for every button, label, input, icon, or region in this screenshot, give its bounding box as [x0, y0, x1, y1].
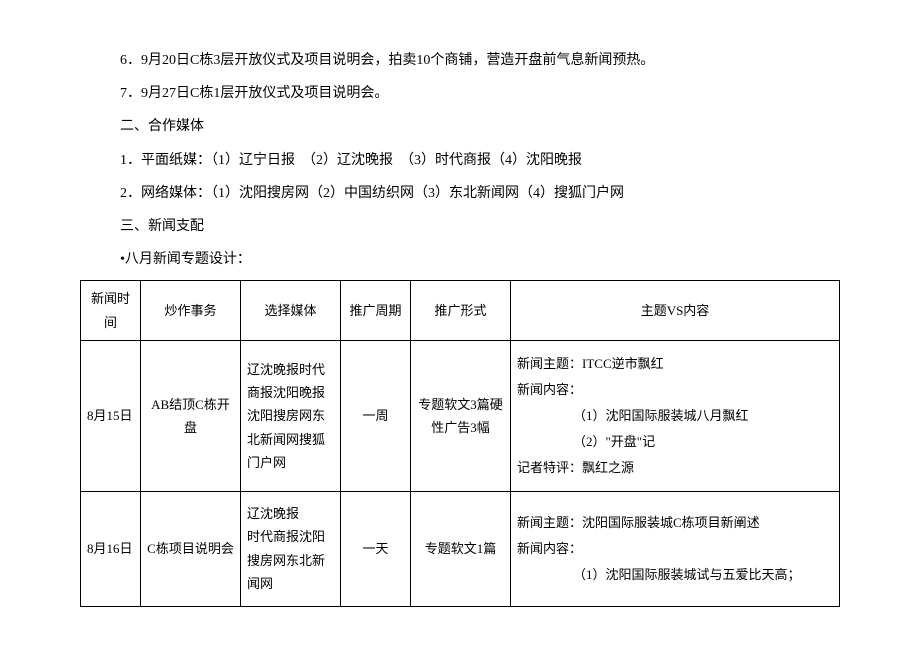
header-time: 新闻时间 — [81, 281, 141, 341]
theme-title: 新闻主题：沈阳国际服装城C栋项目新阐述 — [517, 510, 833, 536]
document-body: 6．9月20日C栋3层开放仪式及项目说明会，拍卖10个商铺，营造开盘前气息新闻预… — [80, 48, 840, 607]
news-schedule-table: 新闻时间 炒作事务 选择媒体 推广周期 推广形式 主题VS内容 8月15日 AB… — [80, 280, 840, 606]
table-row: 8月15日 AB结顶C栋开盘 辽沈晚报时代商报沈阳晚报沈阳搜房网东北新闻网搜狐门… — [81, 341, 840, 492]
header-period: 推广周期 — [341, 281, 411, 341]
cell-period: 一周 — [341, 341, 411, 492]
section-heading-media: 二、合作媒体 — [80, 114, 840, 139]
cell-time: 8月15日 — [81, 341, 141, 492]
cell-form: 专题软文1篇 — [411, 492, 511, 607]
header-theme: 主题VS内容 — [511, 281, 840, 341]
cell-event: AB结顶C栋开盘 — [141, 341, 241, 492]
section-heading-news: 三、新闻支配 — [80, 214, 840, 239]
cell-event: C栋项目说明会 — [141, 492, 241, 607]
theme-content-label: 新闻内容： — [517, 377, 833, 403]
table-header-row: 新闻时间 炒作事务 选择媒体 推广周期 推广形式 主题VS内容 — [81, 281, 840, 341]
cell-form: 专题软文3篇硬性广告3幅 — [411, 341, 511, 492]
table-body: 8月15日 AB结顶C栋开盘 辽沈晚报时代商报沈阳晚报沈阳搜房网东北新闻网搜狐门… — [81, 341, 840, 607]
text-line-7: 7．9月27日C栋1层开放仪式及项目说明会。 — [80, 81, 840, 106]
cell-media: 辽沈晚报时代商报沈阳晚报沈阳搜房网东北新闻网搜狐门户网 — [241, 341, 341, 492]
cell-time: 8月16日 — [81, 492, 141, 607]
text-line-6: 6．9月20日C栋3层开放仪式及项目说明会，拍卖10个商铺，营造开盘前气息新闻预… — [80, 48, 840, 73]
theme-item: （2）"开盘"记 — [517, 429, 833, 455]
theme-content-label: 新闻内容： — [517, 536, 833, 562]
text-line-media-2: 2．网络媒体：（1）沈阳搜房网（2）中国纺织网（3）东北新闻网（4）搜狐门户网 — [80, 181, 840, 206]
table-row: 8月16日 C栋项目说明会 辽沈晚报 时代商报沈阳搜房网东北新闻网 一天 专题软… — [81, 492, 840, 607]
cell-theme: 新闻主题：ITCC逆市飘红 新闻内容： （1）沈阳国际服装城八月飘红 （2）"开… — [511, 341, 840, 492]
theme-title: 新闻主题：ITCC逆市飘红 — [517, 351, 833, 377]
header-event: 炒作事务 — [141, 281, 241, 341]
cell-period: 一天 — [341, 492, 411, 607]
header-form: 推广形式 — [411, 281, 511, 341]
cell-media: 辽沈晚报 时代商报沈阳搜房网东北新闻网 — [241, 492, 341, 607]
theme-item: （1）沈阳国际服装城试与五爱比天高； — [517, 562, 833, 588]
text-line-media-1: 1．平面纸媒：（1）辽宁日报 （2）辽沈晚报 （3）时代商报（4）沈阳晚报 — [80, 148, 840, 173]
header-media: 选择媒体 — [241, 281, 341, 341]
cell-theme: 新闻主题：沈阳国际服装城C栋项目新阐述 新闻内容： （1）沈阳国际服装城试与五爱… — [511, 492, 840, 607]
text-line-august: •八月新闻专题设计： — [80, 247, 840, 272]
theme-footer: 记者特评：飘红之源 — [517, 455, 833, 481]
theme-item: （1）沈阳国际服装城八月飘红 — [517, 403, 833, 429]
